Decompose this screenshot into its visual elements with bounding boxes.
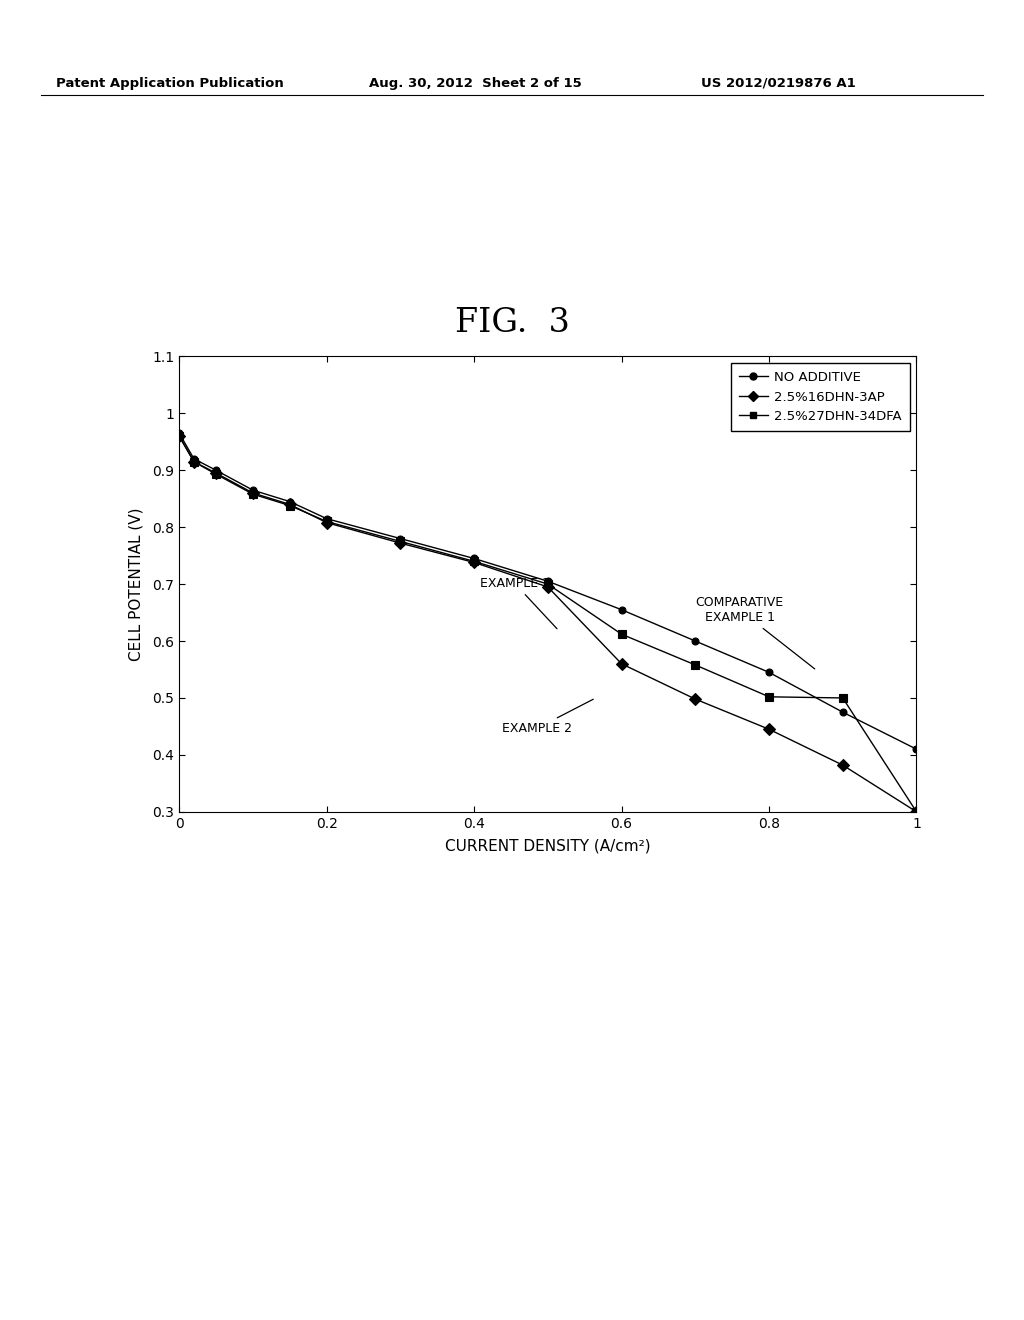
2.5%27DHN-34DFA (210, 466, 222, 482)
2.5%27DHN-34DFA (247, 486, 259, 502)
Text: Aug. 30, 2012  Sheet 2 of 15: Aug. 30, 2012 Sheet 2 of 15 (369, 77, 582, 90)
2.5%27DHN-34DFA (284, 498, 296, 513)
NO ADDITIVE (321, 511, 333, 527)
2.5%27DHN-34DFA (173, 428, 185, 444)
Legend: NO ADDITIVE, 2.5%16DHN-3AP, 2.5%27DHN-34DFA: NO ADDITIVE, 2.5%16DHN-3AP, 2.5%27DHN-34… (731, 363, 910, 432)
2.5%16DHN-3AP (542, 579, 554, 595)
Line: NO ADDITIVE: NO ADDITIVE (176, 430, 920, 752)
NO ADDITIVE (284, 494, 296, 510)
Text: COMPARATIVE
EXAMPLE 1: COMPARATIVE EXAMPLE 1 (695, 595, 815, 669)
2.5%27DHN-34DFA (689, 657, 701, 673)
Text: EXAMPLE 1: EXAMPLE 1 (479, 577, 557, 628)
X-axis label: CURRENT DENSITY (A/cm²): CURRENT DENSITY (A/cm²) (445, 840, 650, 854)
NO ADDITIVE (247, 482, 259, 498)
2.5%27DHN-34DFA (837, 690, 849, 706)
2.5%27DHN-34DFA (394, 533, 407, 549)
2.5%16DHN-3AP (910, 804, 923, 820)
2.5%27DHN-34DFA (187, 454, 200, 470)
Text: EXAMPLE 2: EXAMPLE 2 (502, 700, 593, 735)
NO ADDITIVE (837, 705, 849, 721)
NO ADDITIVE (615, 602, 628, 618)
NO ADDITIVE (910, 742, 923, 758)
NO ADDITIVE (542, 573, 554, 589)
NO ADDITIVE (468, 550, 480, 566)
NO ADDITIVE (173, 425, 185, 441)
2.5%16DHN-3AP (468, 554, 480, 570)
NO ADDITIVE (187, 451, 200, 467)
2.5%16DHN-3AP (763, 721, 775, 737)
2.5%16DHN-3AP (284, 496, 296, 512)
2.5%27DHN-34DFA (763, 689, 775, 705)
Text: Patent Application Publication: Patent Application Publication (56, 77, 284, 90)
2.5%16DHN-3AP (247, 484, 259, 500)
NO ADDITIVE (394, 531, 407, 546)
Line: 2.5%27DHN-34DFA: 2.5%27DHN-34DFA (175, 432, 921, 816)
Text: FIG.  3: FIG. 3 (455, 308, 569, 339)
2.5%27DHN-34DFA (615, 626, 628, 642)
2.5%16DHN-3AP (615, 656, 628, 672)
2.5%16DHN-3AP (689, 692, 701, 708)
2.5%16DHN-3AP (837, 758, 849, 774)
2.5%16DHN-3AP (187, 454, 200, 470)
NO ADDITIVE (210, 462, 222, 478)
2.5%16DHN-3AP (394, 535, 407, 550)
NO ADDITIVE (763, 664, 775, 680)
2.5%16DHN-3AP (321, 515, 333, 531)
2.5%16DHN-3AP (173, 428, 185, 444)
2.5%27DHN-34DFA (910, 804, 923, 820)
2.5%27DHN-34DFA (542, 577, 554, 593)
Y-axis label: CELL POTENTIAL (V): CELL POTENTIAL (V) (129, 507, 144, 661)
2.5%27DHN-34DFA (468, 553, 480, 569)
Line: 2.5%16DHN-3AP: 2.5%16DHN-3AP (175, 432, 921, 816)
NO ADDITIVE (689, 634, 701, 649)
2.5%16DHN-3AP (210, 465, 222, 480)
Text: US 2012/0219876 A1: US 2012/0219876 A1 (701, 77, 856, 90)
2.5%27DHN-34DFA (321, 513, 333, 529)
